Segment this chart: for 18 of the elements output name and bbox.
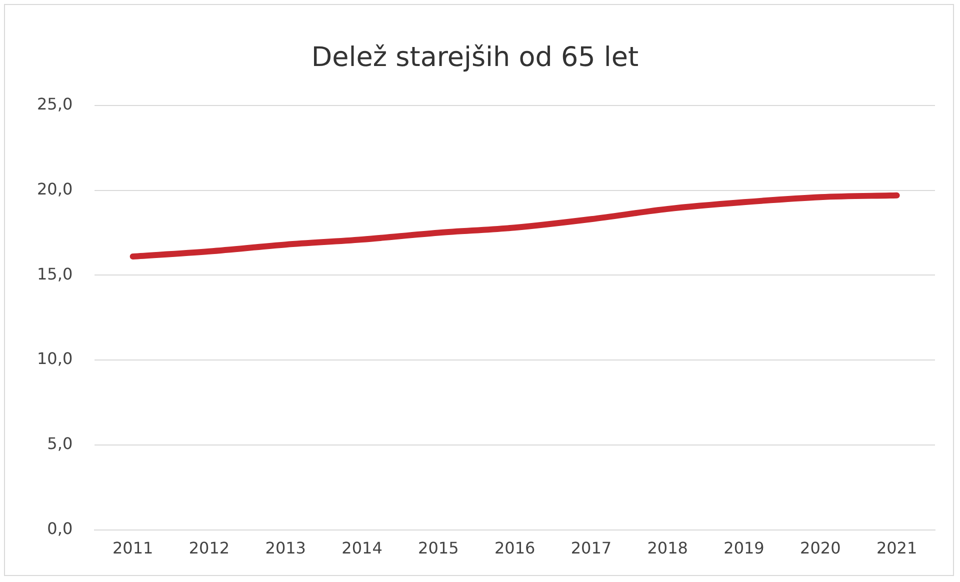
- x-tick-label: 2013: [265, 538, 306, 558]
- y-tick-label: 20,0: [37, 179, 73, 198]
- x-tick-label: 2014: [342, 538, 382, 558]
- x-tick-label: 2011: [112, 538, 154, 558]
- y-tick-label: 15,0: [37, 264, 73, 284]
- y-tick-label: 10,0: [37, 349, 73, 368]
- x-tick-label: 2012: [188, 538, 230, 558]
- x-tick-label: 2016: [494, 538, 536, 558]
- y-tick-label: 0,0: [47, 518, 73, 538]
- x-tick-label: 2019: [724, 538, 764, 558]
- x-tick-label: 2020: [800, 538, 841, 558]
- x-tick-label: 2017: [570, 538, 612, 558]
- x-tick-label: 2021: [876, 538, 918, 558]
- y-tick-label: 5,0: [47, 434, 73, 454]
- x-tick-label: 2018: [647, 538, 688, 558]
- x-tick-label: 2015: [418, 538, 459, 558]
- y-tick-label: 25,0: [37, 94, 73, 114]
- chart-title: Delež starejših od 65 let: [311, 42, 639, 74]
